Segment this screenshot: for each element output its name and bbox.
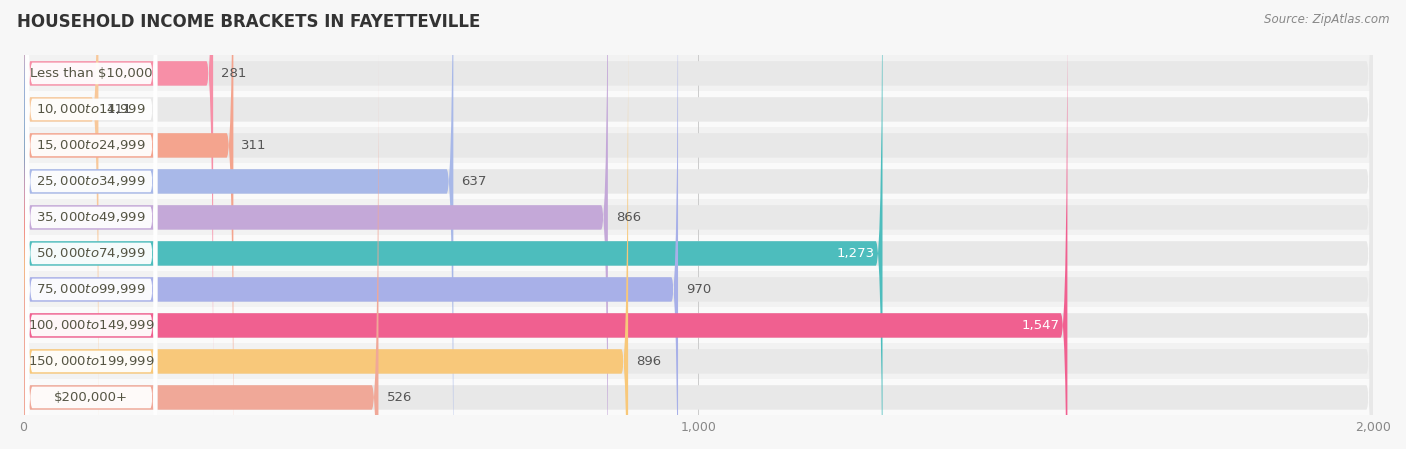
Text: 526: 526 [387,391,412,404]
Text: $200,000+: $200,000+ [55,391,128,404]
Text: 866: 866 [616,211,641,224]
Text: HOUSEHOLD INCOME BRACKETS IN FAYETTEVILLE: HOUSEHOLD INCOME BRACKETS IN FAYETTEVILL… [17,13,481,31]
Text: $100,000 to $149,999: $100,000 to $149,999 [28,318,155,332]
FancyBboxPatch shape [25,12,157,449]
FancyBboxPatch shape [0,128,1406,163]
FancyBboxPatch shape [24,0,233,449]
Text: 311: 311 [242,139,267,152]
FancyBboxPatch shape [24,0,883,449]
FancyBboxPatch shape [24,50,1374,449]
FancyBboxPatch shape [24,0,1374,449]
Text: 281: 281 [221,67,246,80]
FancyBboxPatch shape [25,0,157,449]
FancyBboxPatch shape [25,0,157,449]
FancyBboxPatch shape [0,199,1406,235]
FancyBboxPatch shape [25,0,157,449]
Text: $25,000 to $34,999: $25,000 to $34,999 [37,174,146,189]
FancyBboxPatch shape [25,0,157,449]
FancyBboxPatch shape [24,0,1374,449]
FancyBboxPatch shape [24,0,98,449]
Text: 637: 637 [461,175,486,188]
Text: 896: 896 [636,355,661,368]
FancyBboxPatch shape [0,55,1406,92]
Text: $15,000 to $24,999: $15,000 to $24,999 [37,138,146,152]
FancyBboxPatch shape [0,163,1406,199]
Text: Less than $10,000: Less than $10,000 [30,67,153,80]
Text: Source: ZipAtlas.com: Source: ZipAtlas.com [1264,13,1389,26]
Text: $35,000 to $49,999: $35,000 to $49,999 [37,211,146,224]
FancyBboxPatch shape [25,0,157,449]
FancyBboxPatch shape [0,92,1406,128]
FancyBboxPatch shape [0,235,1406,272]
Text: $75,000 to $99,999: $75,000 to $99,999 [37,282,146,296]
FancyBboxPatch shape [24,0,1374,449]
FancyBboxPatch shape [0,272,1406,308]
FancyBboxPatch shape [24,0,214,421]
Text: 1,547: 1,547 [1021,319,1059,332]
FancyBboxPatch shape [25,48,157,449]
FancyBboxPatch shape [24,0,1374,449]
FancyBboxPatch shape [24,0,607,449]
FancyBboxPatch shape [24,13,628,449]
Text: $10,000 to $14,999: $10,000 to $14,999 [37,102,146,116]
FancyBboxPatch shape [24,50,378,449]
Text: $50,000 to $74,999: $50,000 to $74,999 [37,247,146,260]
FancyBboxPatch shape [24,0,1374,421]
FancyBboxPatch shape [24,0,1374,449]
FancyBboxPatch shape [24,0,1067,449]
Text: 970: 970 [686,283,711,296]
Text: 1,273: 1,273 [837,247,875,260]
FancyBboxPatch shape [25,0,157,449]
Text: 111: 111 [107,103,132,116]
FancyBboxPatch shape [24,0,678,449]
FancyBboxPatch shape [0,308,1406,343]
FancyBboxPatch shape [25,0,157,449]
FancyBboxPatch shape [24,0,1374,449]
FancyBboxPatch shape [24,0,453,449]
Text: $150,000 to $199,999: $150,000 to $199,999 [28,354,155,369]
FancyBboxPatch shape [24,13,1374,449]
FancyBboxPatch shape [25,0,157,423]
FancyBboxPatch shape [0,343,1406,379]
FancyBboxPatch shape [24,0,1374,449]
FancyBboxPatch shape [0,379,1406,415]
